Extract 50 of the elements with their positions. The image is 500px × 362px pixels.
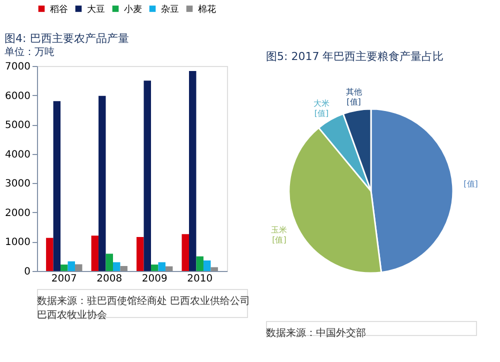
source-note: 数据来源：驻巴西使馆经商处 巴西农业供给公司: [37, 295, 250, 307]
bar: [53, 101, 61, 271]
y-tick-label: 5000: [5, 120, 30, 132]
data-label: [值]: [464, 180, 478, 189]
x-tick-label: 2009: [142, 274, 168, 284]
bar: [98, 96, 106, 271]
x-tick-label: 2007: [51, 274, 77, 284]
legend-label: 杂豆: [161, 4, 179, 15]
bar: [136, 237, 144, 271]
chart-title: 图4: 巴西主要农产品产量: [4, 32, 129, 45]
x-tick-label: 2010: [187, 274, 213, 284]
y-tick-label: 7000: [5, 62, 30, 72]
bar: [182, 234, 189, 271]
data-label: [值]: [314, 109, 329, 118]
legend-label: 小麦: [124, 4, 142, 15]
bar: [120, 266, 128, 271]
bar: [46, 238, 54, 271]
y-tick-label: 0: [24, 266, 30, 278]
bar: [158, 262, 166, 271]
bar: [91, 236, 99, 271]
bar: [60, 264, 68, 271]
slice-label: 其他: [346, 87, 362, 96]
bar: [113, 262, 120, 271]
source-note: 数据来源：中国外交部: [266, 327, 366, 339]
legend-label: 大豆: [87, 4, 105, 15]
bar: [165, 266, 173, 271]
slice-label: 大米: [313, 99, 330, 108]
y-tick-label: 2000: [5, 208, 30, 219]
bar: [203, 260, 211, 271]
bar: [151, 264, 158, 271]
bar: [106, 254, 113, 271]
legend-label: 棉花: [198, 4, 216, 15]
bar: [75, 264, 82, 271]
text: 巴西农牧业协会: [37, 309, 107, 321]
data-label: [值]: [346, 97, 361, 106]
slice-label: 玉米: [271, 226, 288, 235]
bar: [68, 261, 75, 271]
bar: [144, 80, 151, 271]
chart-title: 图5: 2017 年巴西主要粮食产量占比: [266, 50, 444, 63]
data-label: [值]: [272, 236, 286, 245]
chart-subtitle: 单位：万吨: [4, 46, 55, 58]
legend-label: 稻谷: [50, 4, 68, 15]
x-tick-label: 2008: [96, 274, 122, 284]
bar: [196, 256, 204, 271]
bar: [210, 267, 218, 271]
y-tick-label: 4000: [5, 149, 30, 160]
y-tick-label: 1000: [5, 237, 30, 248]
y-tick-label: 6000: [5, 90, 30, 102]
y-tick-label: 3000: [5, 178, 30, 190]
bar: [189, 70, 196, 271]
